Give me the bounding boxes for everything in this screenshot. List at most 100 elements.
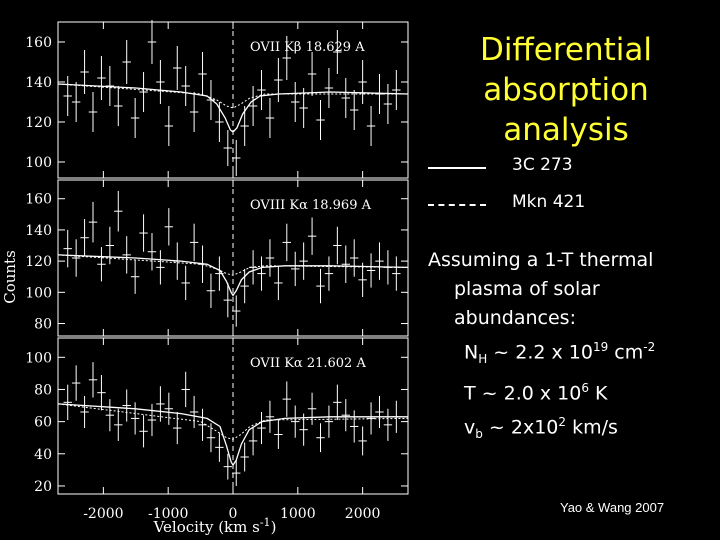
data-point (97, 247, 105, 281)
data-point (257, 70, 265, 110)
panel-line-label: OVII Kα 21.602 A (250, 356, 366, 371)
data-point (283, 224, 291, 261)
x-axis-label: Velocity (km s-1) (153, 516, 277, 536)
y-tick-label: 140 (25, 223, 52, 239)
data-point (114, 409, 122, 441)
panel-3: 20 40 60 80 100 OVII Kα 21.602 A (25, 338, 408, 495)
data-point (308, 52, 316, 96)
data-point (358, 60, 366, 104)
data-point (89, 362, 97, 397)
data-point (375, 396, 383, 428)
data-point (384, 409, 392, 441)
column-density: NH ~ 2.2 x 1019 cm-2 (428, 333, 718, 374)
data-point (358, 263, 366, 297)
data-point (148, 20, 156, 64)
data-point (165, 208, 173, 245)
data-point (148, 404, 156, 436)
data-point (392, 256, 400, 290)
data-point (350, 239, 358, 276)
data-point (139, 72, 147, 112)
data-point (80, 396, 88, 428)
data-point (173, 412, 181, 444)
data-point (97, 375, 105, 410)
title-line-2: absorption analysis (418, 70, 714, 150)
data-point (274, 420, 282, 449)
panel-line-label: OVIII Kα 18.969 A (250, 198, 372, 213)
y-tick-label: 100 (25, 285, 52, 301)
data-point (122, 40, 130, 84)
panel-2: 80 100 120 140 160 OVIII Kα 18.969 A (25, 180, 408, 336)
data-point (266, 239, 274, 276)
data-point (291, 82, 299, 122)
data-point (342, 399, 350, 431)
data-point (350, 410, 358, 442)
temperature: T ~ 2.0 x 106 K (428, 374, 718, 408)
data-point (316, 269, 324, 303)
model-description: Assuming a 1-T thermal plasma of solar a… (428, 246, 718, 450)
data-point (367, 106, 375, 146)
slide-title: Differential absorption analysis (418, 30, 714, 150)
data-point (72, 239, 80, 276)
legend-item-mkn421: Mkn 421 (428, 190, 688, 220)
desc-line-1: Assuming a 1-T thermal (428, 246, 718, 275)
data-point (106, 227, 114, 264)
y-tick-label: 160 (25, 35, 52, 51)
data-point (392, 70, 400, 110)
legend-item-3c273: 3C 273 (428, 153, 688, 183)
y-tick-label: 60 (34, 415, 52, 431)
x-tick-label: 1000 (280, 506, 316, 522)
velocity-dispersion: vb ~ 2x102 km/s (428, 408, 718, 449)
data-point (122, 236, 130, 273)
data-point (299, 242, 307, 279)
legend-solid-line (428, 167, 486, 169)
data-point (283, 381, 291, 416)
data-point (291, 252, 299, 286)
desc-line-2: plasma of solar (428, 275, 718, 304)
panel-1: 100 120 140 160 OVII Kβ 18.629 A (25, 20, 408, 178)
data-point (131, 98, 139, 138)
x-tick-label: 2000 (345, 506, 381, 522)
spectra-chart: 100 120 140 160 OVII Kβ 18.629 A 80 100 120 140 1… (0, 0, 420, 540)
data-point (274, 266, 282, 300)
citation: Yao & Wang 2007 (560, 500, 664, 515)
data-point (131, 260, 139, 294)
x-tick-label: -2000 (83, 506, 123, 522)
data-point (224, 130, 232, 166)
data-point (106, 399, 114, 431)
data-point (207, 423, 215, 452)
data-point (181, 266, 189, 300)
data-point (342, 246, 350, 283)
y-tick-label: 120 (25, 254, 52, 270)
data-point (89, 92, 97, 132)
panel-line-label: OVII Kβ 18.629 A (250, 40, 365, 55)
data-point (333, 30, 341, 74)
data-point (316, 100, 324, 140)
data-point (350, 90, 358, 130)
data-point (122, 389, 130, 421)
data-point (139, 415, 147, 447)
data-point (114, 191, 122, 232)
data-point (291, 406, 299, 438)
desc-line-3: abundances: (428, 304, 718, 333)
data-point (375, 242, 383, 279)
legend-label-mkn421: Mkn 421 (512, 192, 585, 212)
y-tick-label: 80 (34, 317, 52, 333)
title-line-1: Differential (418, 30, 714, 70)
data-point (97, 56, 105, 100)
data-point (139, 214, 147, 251)
data-point (215, 433, 223, 462)
data-point (64, 230, 72, 267)
y-tick-label: 40 (34, 447, 52, 463)
y-tick-label: 100 (25, 155, 52, 171)
data-point (266, 98, 274, 138)
legend-label-3c273: 3C 273 (512, 155, 573, 175)
y-axis-label: Counts (1, 250, 19, 304)
data-point (224, 454, 232, 480)
data-point (72, 365, 80, 400)
data-point (190, 92, 198, 132)
data-point (190, 396, 198, 428)
y-tick-label: 160 (25, 192, 52, 208)
data-point (89, 202, 97, 243)
data-point (384, 84, 392, 124)
data-point (342, 78, 350, 118)
